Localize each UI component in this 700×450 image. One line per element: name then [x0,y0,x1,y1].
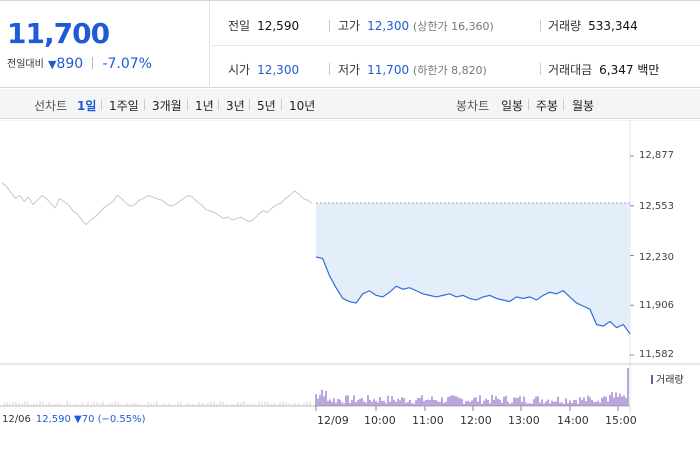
x-tick-label: 11:00 [412,414,444,427]
divider [92,57,94,69]
divider [329,63,330,75]
price-chart[interactable] [0,120,700,414]
tab-3year[interactable]: 3년 [226,99,245,113]
open-cell: 시가 12,300 [228,61,299,78]
change-label: 전일대비 [7,59,44,70]
tab-weekly-candle[interactable]: 주봉 [536,99,559,113]
tab-1week[interactable]: 1주일 [109,99,139,113]
divider [563,99,564,110]
divider [187,99,188,110]
prev-session-close: 12,590 [35,414,71,425]
change-percent: -7.07% [102,56,152,72]
current-price: 11,700 [7,17,110,50]
prev-close-value: 12,590 [257,19,300,33]
down-arrow-icon: ▼ [47,58,57,71]
divider [218,99,219,110]
divider [540,20,541,32]
price-change-row: 전일대비 ▼890 -7.07% [7,55,152,72]
y-tick-label: 12,877 [639,150,674,161]
volume-legend-label: 거래량 [656,375,684,386]
change-amount: 890 [56,56,84,72]
y-tick-label: 12,230 [639,252,674,263]
low-value: 11,700 [367,63,410,77]
open-value: 12,300 [257,63,300,77]
prev-session-info: 12/06 12,590 ▼70 (−0.55%) [2,414,146,425]
line-chart-label: 선차트 [34,99,68,113]
current-price-box: 11,700 전일대비 ▼890 -7.07% [0,1,210,88]
x-tick-label: 12/09 [317,414,349,427]
price-area [316,203,630,334]
trade-value-cell: 거래대금 6,347 백만 [548,61,659,78]
volume-legend: 거래량 [651,371,684,386]
trade-value-label: 거래대금 [548,63,593,77]
volume-value: 533,344 [588,19,638,33]
tab-daily-candle[interactable]: 일봉 [501,99,524,113]
high-label: 고가 [338,19,361,33]
tab-5year[interactable]: 5년 [257,99,276,113]
upper-limit: (상한가 16,360) [412,20,494,33]
prev-close-label: 전일 [228,19,251,33]
y-tick-label: 12,553 [639,201,674,212]
tab-3month[interactable]: 3개월 [152,99,182,113]
divider [329,20,330,32]
divider [281,99,282,110]
volume-cell: 거래량 533,344 [548,17,638,34]
low-label: 저가 [338,63,361,77]
divider [528,99,529,110]
x-tick-label: 15:00 [605,414,637,427]
divider [144,99,145,110]
divider [249,99,250,110]
candle-chart-label: 봉차트 [456,99,490,113]
price-summary: 11,700 전일대비 ▼890 -7.07% 전일 12,590 고가 12,30… [0,0,700,88]
lower-limit: (하한가 8,820) [412,64,487,77]
low-cell: 저가 11,700 (하한가 8,820) [338,61,487,78]
y-tick-label: 11,582 [639,349,674,360]
volume-swatch [651,375,653,384]
chart-toolbar: 선차트 1일 1주일 3개월 1년 3년 5년 10년 봉차트 일봉 주봉 월봉 [0,89,700,119]
divider [540,63,541,75]
prev-session-line [1,182,313,226]
today-price-line [315,256,631,335]
open-label: 시가 [228,63,251,77]
x-tick-label: 13:00 [508,414,540,427]
prev-session-date: 12/06 [2,414,31,425]
high-cell: 고가 12,300 (상한가 16,360) [338,17,494,34]
prev-session-change: ▼70 (−0.55%) [74,414,146,425]
x-tick-label: 12:00 [460,414,492,427]
trade-value: 6,347 백만 [599,63,660,77]
divider [101,99,102,110]
high-value: 12,300 [367,19,410,33]
tab-10year[interactable]: 10년 [289,99,316,113]
prev-close-cell: 전일 12,590 [228,17,299,34]
tab-1day[interactable]: 1일 [77,99,97,113]
volume-label: 거래량 [548,19,582,33]
x-tick-label: 10:00 [364,414,396,427]
x-tick-label: 14:00 [557,414,589,427]
divider [211,45,700,46]
tab-1year[interactable]: 1년 [195,99,214,113]
y-tick-label: 11,906 [639,300,674,311]
tab-monthly-candle[interactable]: 월봉 [572,99,595,113]
